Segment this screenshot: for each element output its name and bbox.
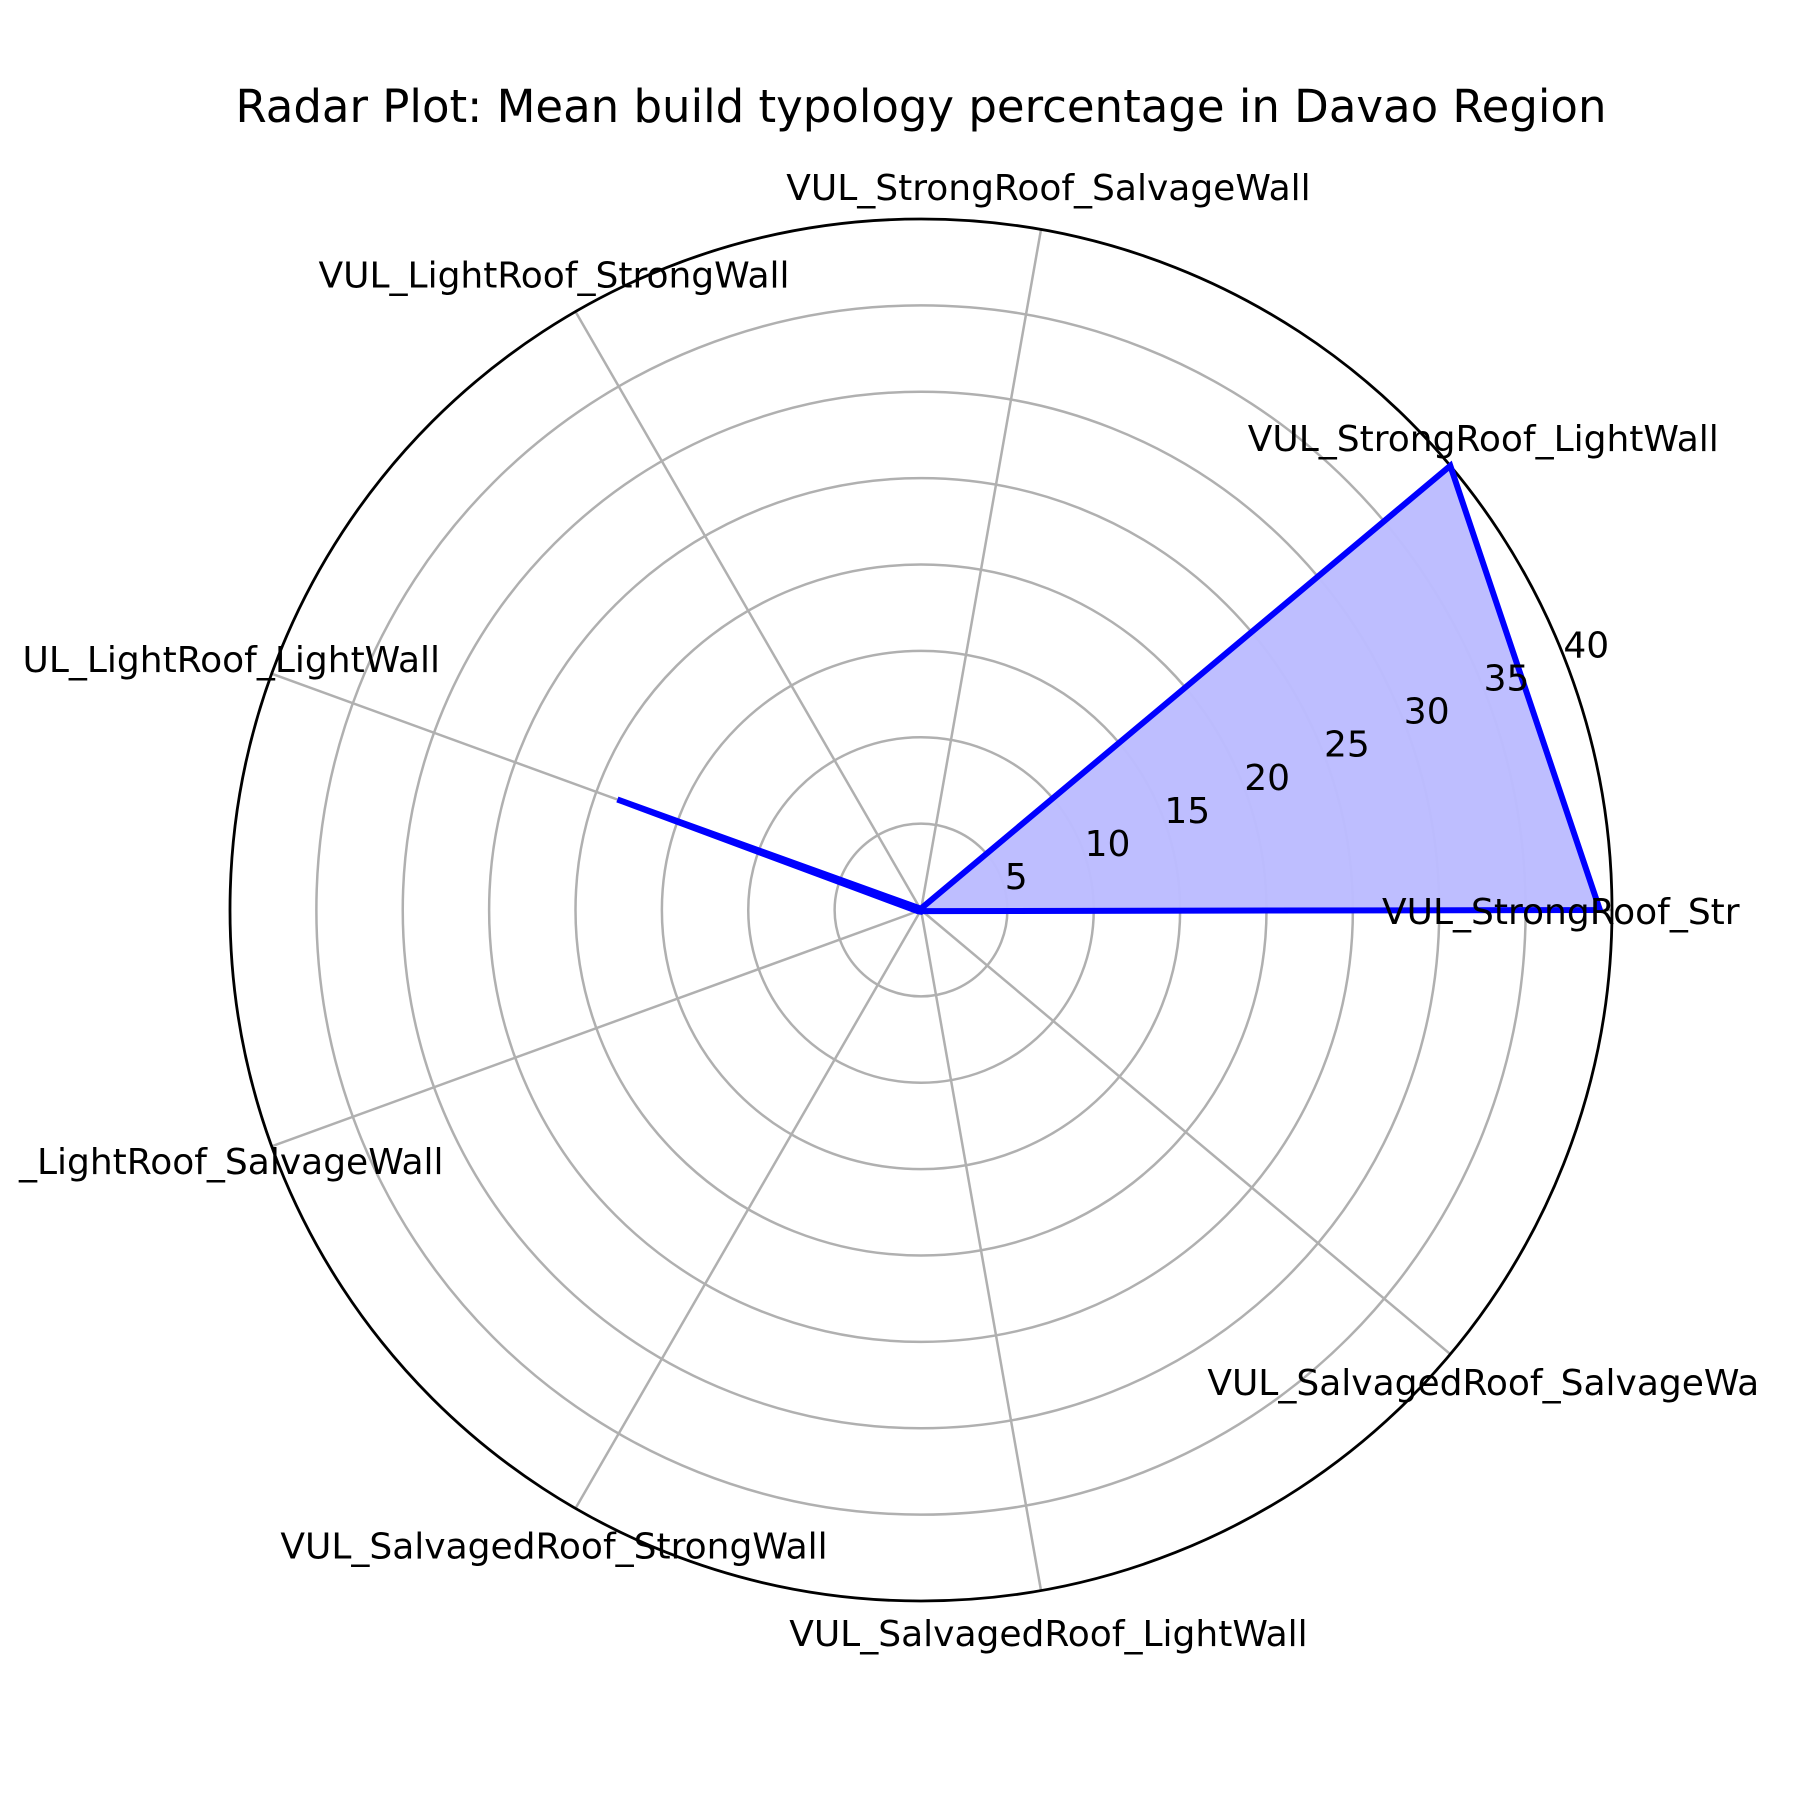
- r-tick-label: 20: [1244, 758, 1290, 799]
- r-tick-label: 5: [1005, 857, 1028, 898]
- polar-frame: [228, 217, 1614, 1603]
- category-label: VUL_SalvagedRoof_SalvageWa: [1207, 1363, 1759, 1404]
- category-label: VUL_StrongRoof_SalvageWall: [786, 168, 1310, 209]
- spoke-8: [919, 909, 1043, 1591]
- r-tick-label: 30: [1404, 692, 1450, 733]
- category-label: VUL_LightRoof_StrongWall: [318, 255, 789, 296]
- series-layer: [616, 460, 1605, 915]
- category-label: VUL_SalvagedRoof_LightWall: [789, 1614, 1307, 1655]
- category-label: UL_LightRoof_LightWall: [22, 640, 440, 681]
- spoke-3: [919, 229, 1043, 911]
- category-label: VUL_SalvagedRoof_StrongWall: [280, 1527, 827, 1568]
- r-tick-labels: 5 10 15 20 25 30 35 40: [1005, 626, 1609, 898]
- spoke-9: [920, 909, 1452, 1356]
- category-label: VUL_StrongRoof_Str: [1382, 892, 1740, 933]
- r-tick-label: 35: [1484, 659, 1530, 700]
- series-line: [616, 460, 1605, 915]
- spoke-6: [271, 908, 922, 1148]
- spoke-7: [574, 909, 923, 1510]
- category-label: _LightRoof_SalvageWall: [18, 1142, 444, 1183]
- category-labels: VUL_StrongRoof_Str VUL_StrongRoof_LightWa…: [18, 168, 1759, 1655]
- r-tick-label: 15: [1164, 791, 1210, 832]
- chart-title: Radar Plot: Mean build typology percenta…: [236, 80, 1607, 133]
- category-label: VUL_StrongRoof_LightWall: [1248, 419, 1719, 460]
- series-fill: [617, 465, 1600, 912]
- spoke-4: [574, 310, 923, 911]
- r-tick-label: 25: [1324, 725, 1370, 766]
- r-tick-label: 10: [1085, 824, 1131, 865]
- r-tick-label: 40: [1563, 626, 1609, 667]
